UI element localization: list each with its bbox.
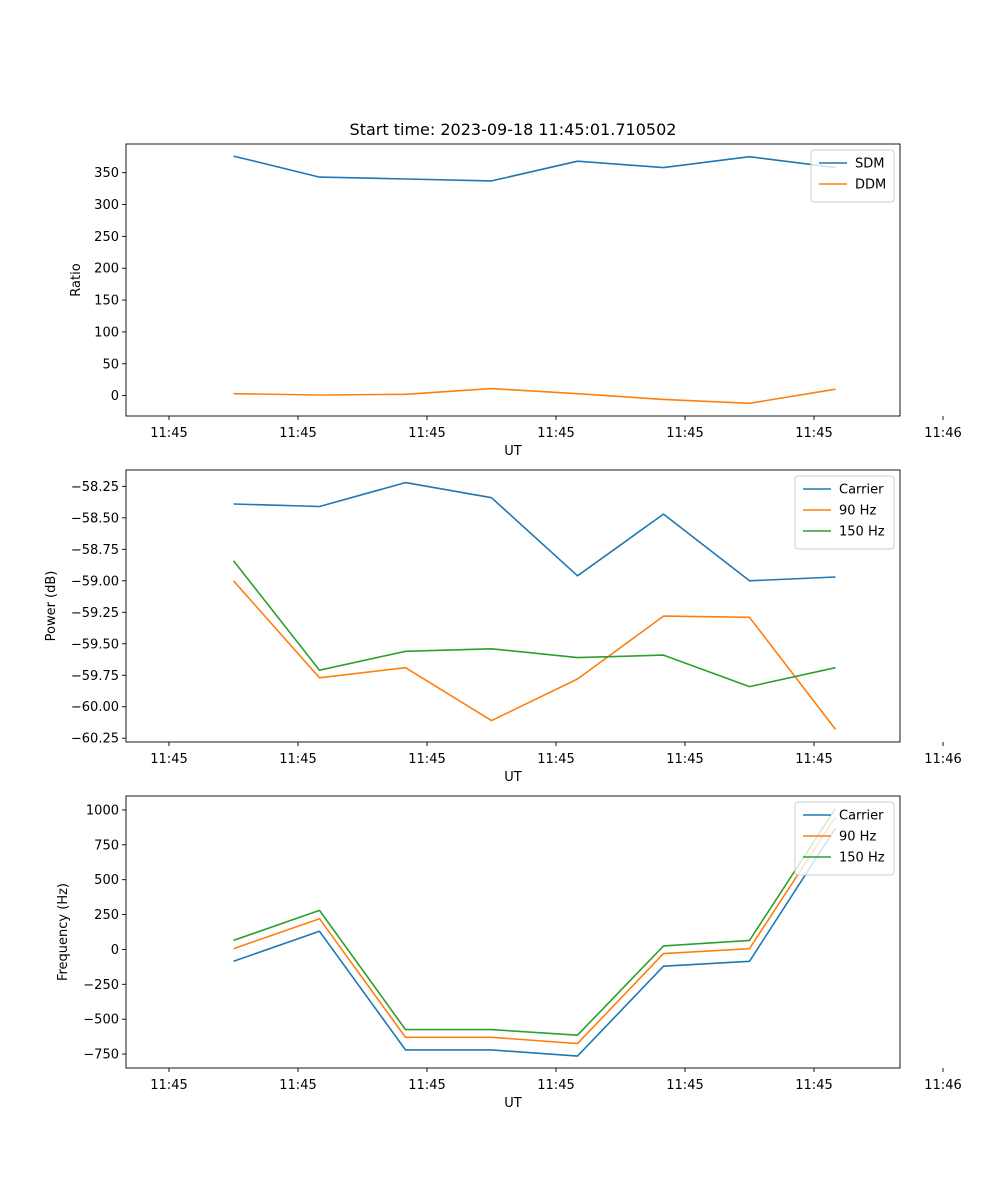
x-tick-label: 11:45: [408, 426, 445, 441]
y-tick-label: 150: [94, 294, 119, 309]
y-tick-label: −58.25: [71, 480, 119, 495]
y-tick-label: −500: [83, 1013, 119, 1028]
y-tick-label: −58.50: [71, 511, 119, 526]
y-tick-label: 250: [94, 230, 119, 245]
y-tick-label: 250: [94, 908, 119, 923]
legend-label: Carrier: [839, 809, 884, 824]
series-line-150-hz: [232, 560, 836, 688]
y-axis-label: Frequency (Hz): [56, 883, 71, 981]
series-line-90-hz: [232, 580, 837, 730]
x-tick-label: 11:45: [279, 1078, 316, 1093]
x-tick-label: 11:45: [150, 752, 187, 767]
x-tick-label: 11:45: [537, 1078, 574, 1093]
y-tick-label: −59.00: [71, 574, 119, 589]
series-line-sdm: [233, 155, 836, 182]
legend: Carrier 90 Hz 150 Hz: [794, 801, 895, 876]
y-tick-label: 350: [94, 166, 119, 181]
y-tick-label: 500: [94, 873, 119, 888]
legend-label: 150 Hz: [839, 851, 885, 866]
series-line-carrier: [233, 481, 836, 582]
y-tick-label: 50: [102, 357, 119, 372]
series-line-90-hz: [233, 816, 837, 1045]
legend-label: Carrier: [839, 483, 884, 498]
y-tick-label: −750: [83, 1048, 119, 1063]
x-tick-label: 11:46: [924, 426, 961, 441]
y-tick-label: 100: [94, 325, 119, 340]
y-tick-label: −58.75: [71, 543, 119, 558]
series-line-carrier: [233, 827, 837, 1057]
x-axis-label: UT: [504, 1096, 522, 1111]
x-tick-label: 11:45: [795, 752, 832, 767]
y-tick-label: 750: [94, 838, 119, 853]
legend: Carrier 90 Hz 150 Hz: [794, 475, 895, 550]
x-tick-label: 11:45: [150, 426, 187, 441]
legend-label: DDM: [855, 178, 886, 193]
x-tick-label: 11:46: [924, 1078, 961, 1093]
y-tick-label: −59.75: [71, 669, 119, 684]
x-tick-label: 11:45: [408, 1078, 445, 1093]
legend-label: 90 Hz: [839, 504, 876, 519]
x-tick-label: 11:46: [924, 752, 961, 767]
x-tick-label: 11:45: [279, 426, 316, 441]
series-line-150-hz: [233, 808, 837, 1036]
legend-label: 150 Hz: [839, 525, 885, 540]
y-tick-label: 200: [94, 262, 119, 277]
chart-panel-1: Start time: 2023-09-18 11:45:01.710502 11…: [69, 120, 962, 459]
y-tick-label: −59.50: [71, 637, 119, 652]
axes-frame: [125, 795, 901, 1069]
x-tick-label: 11:45: [408, 752, 445, 767]
chart-title: Start time: 2023-09-18 11:45:01.710502: [350, 120, 677, 139]
x-tick-label: 11:45: [537, 426, 574, 441]
x-tick-label: 11:45: [150, 1078, 187, 1093]
legend: SDM DDM: [810, 149, 895, 203]
y-tick-label: 300: [94, 198, 119, 213]
x-axis-label: UT: [504, 770, 522, 785]
y-tick-label: 0: [111, 943, 119, 958]
x-tick-label: 11:45: [795, 1078, 832, 1093]
y-tick-label: −59.25: [71, 606, 119, 621]
axes-frame: [125, 469, 901, 743]
axes-frame: [125, 143, 901, 417]
x-tick-label: 11:45: [666, 1078, 703, 1093]
chart-panel-3: 11:45 11:45 11:45 11:45 11:45 11:45 11:46 UT −75…: [56, 795, 962, 1111]
y-tick-label: −60.25: [71, 732, 119, 747]
chart-panel-2: 11:45 11:45 11:45 11:45 11:45 11:45 11:46 UT −60…: [44, 469, 962, 785]
legend-label: SDM: [855, 157, 884, 172]
series-line-ddm: [233, 387, 836, 405]
x-tick-label: 11:45: [279, 752, 316, 767]
x-tick-label: 11:45: [666, 752, 703, 767]
x-tick-label: 11:45: [666, 426, 703, 441]
y-tick-label: −60.00: [71, 700, 119, 715]
y-tick-label: 1000: [86, 803, 119, 818]
y-tick-label: −250: [83, 978, 119, 993]
y-tick-label: 0: [111, 389, 119, 404]
y-axis-label: Ratio: [69, 263, 84, 296]
x-axis-label: UT: [504, 444, 522, 459]
y-axis-label: Power (dB): [44, 571, 59, 642]
x-tick-label: 11:45: [795, 426, 832, 441]
x-tick-label: 11:45: [537, 752, 574, 767]
legend-label: 90 Hz: [839, 830, 876, 845]
